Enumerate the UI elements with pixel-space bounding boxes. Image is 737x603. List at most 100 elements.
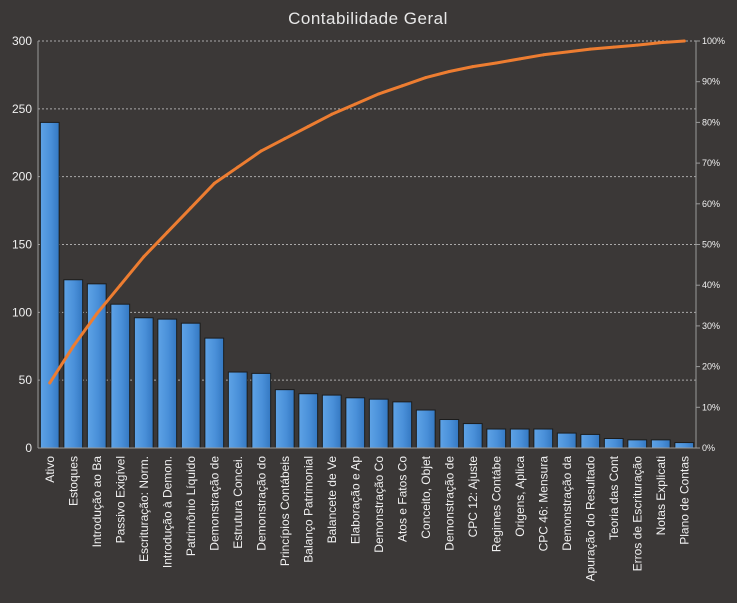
y-left-tick-label: 100 [12, 305, 32, 319]
bar [603, 438, 624, 449]
cumulative-line-layer [48, 39, 686, 385]
cumulative-point [682, 39, 686, 43]
cumulative-point [377, 92, 381, 96]
cumulative-point [142, 255, 146, 259]
x-category-label: Balancete de Ve [325, 456, 339, 544]
cumulative-point [48, 381, 52, 385]
y-right-tick-label: 0% [702, 443, 715, 453]
bar [180, 322, 201, 449]
x-category-label: Origens, Aplica [513, 456, 527, 537]
bar [39, 121, 60, 449]
bar [368, 398, 389, 449]
bar [392, 401, 413, 449]
y-right-tick-label: 100% [702, 36, 725, 46]
x-category-label: Erros de Escrituração [630, 456, 644, 572]
bar [580, 433, 601, 449]
x-category-label: Introdução ao Ba [90, 456, 104, 548]
cumulative-point [95, 312, 99, 316]
y-right-tick-label: 40% [702, 280, 720, 290]
cumulative-point [471, 65, 475, 69]
x-category-label: Demonstração de [442, 456, 456, 551]
bar [86, 283, 107, 449]
x-category-label: CPC 46: Mensura [536, 456, 550, 552]
bar [486, 428, 507, 449]
cumulative-point [518, 57, 522, 61]
y-right-tick-label: 10% [702, 402, 720, 412]
bar [321, 394, 342, 449]
x-category-label: Introdução à Demon. [160, 456, 174, 568]
cumulative-point [259, 149, 263, 153]
x-category-label: Apuração do Resultado [583, 456, 597, 582]
y-left-tick-label: 50 [19, 373, 33, 387]
cumulative-percentage-line [48, 39, 686, 385]
cumulative-point [612, 45, 616, 49]
bar [227, 371, 248, 449]
x-category-label: Plano de Contas [677, 456, 691, 545]
x-category-label: Estrutura Concei. [231, 456, 245, 549]
x-category-label: Balanço Patrimonial [301, 456, 315, 563]
cumulative-point [353, 102, 357, 106]
y-right-tick-label: 90% [702, 77, 720, 87]
x-category-label: Passivo Exigível [113, 456, 127, 543]
y-left-tick-label: 200 [12, 170, 32, 184]
y-left-tick-label: 250 [12, 102, 32, 116]
y-right-tick-label: 50% [702, 240, 720, 250]
bar [110, 303, 131, 449]
y-left-tick-label: 150 [12, 238, 32, 252]
x-category-label: Notas Explicati [654, 456, 668, 535]
x-category-label: Teoria das Cont [607, 455, 621, 540]
x-category-label: Demonstração da [560, 456, 574, 551]
y-right-tick-label: 60% [702, 199, 720, 209]
x-category-label: Demonstração de [207, 456, 221, 551]
bar [556, 432, 577, 449]
bar [533, 428, 554, 449]
x-category-label: Escrituração: Norm. [137, 456, 151, 562]
y-left-tick-label: 0 [25, 441, 32, 455]
cumulative-point [330, 112, 334, 116]
x-category-label: Patrimônio Líquido [184, 456, 198, 556]
bar [627, 439, 648, 449]
cumulative-point [165, 230, 169, 234]
cumulative-point [212, 181, 216, 185]
gridlines [38, 40, 696, 381]
x-category-label: CPC 12: Ajuste [466, 456, 480, 538]
bar [509, 428, 530, 449]
cumulative-point [424, 76, 428, 80]
x-category-label: Princípios Contábeis [278, 456, 292, 566]
cumulative-point [283, 137, 287, 141]
bar [345, 397, 366, 449]
cumulative-point [400, 84, 404, 88]
cumulative-point [494, 61, 498, 65]
y-right-tick-label: 70% [702, 158, 720, 168]
bar [439, 419, 460, 449]
axes: 0 50 100 150 200 250 300 0% 10% 20% 30% 40% 50% 60% 70… [12, 34, 725, 581]
bar [157, 318, 178, 449]
bar [133, 317, 154, 449]
y-right-tick-label: 30% [702, 321, 720, 331]
cumulative-point [588, 47, 592, 51]
x-category-label: Elaboração e Ap [348, 456, 362, 544]
bar [415, 409, 436, 449]
bar [274, 389, 295, 449]
x-category-label: Conceito, Objet [419, 455, 433, 538]
cumulative-point [635, 43, 639, 47]
x-category-label: Regimes Contábe [489, 456, 503, 552]
bar [298, 393, 319, 449]
bars [39, 121, 695, 449]
bar [63, 279, 84, 449]
bar [251, 372, 272, 449]
bar [204, 337, 225, 449]
cumulative-point [306, 124, 310, 128]
cumulative-point [118, 283, 122, 287]
cumulative-point [189, 206, 193, 210]
cumulative-point [236, 165, 240, 169]
cumulative-point [659, 41, 663, 45]
cumulative-point [71, 344, 75, 348]
x-category-label: Ativo [43, 456, 57, 483]
chart-title: Contabilidade Geral [288, 9, 448, 28]
x-category-label: Estoques [66, 456, 80, 506]
y-right-tick-label: 20% [702, 362, 720, 372]
bar [650, 439, 671, 449]
